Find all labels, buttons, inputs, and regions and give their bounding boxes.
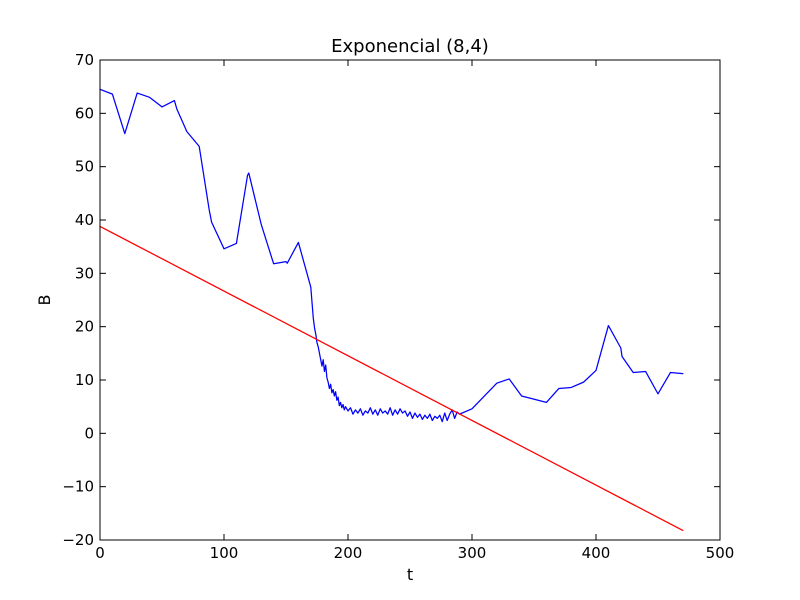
y-tick-label: 60: [75, 104, 94, 122]
x-axis-label: t: [407, 565, 413, 584]
y-tick-label: −10: [62, 478, 94, 496]
series-layer: [99, 88, 684, 532]
y-tick-label: 10: [75, 371, 94, 389]
plot-frame: [99, 59, 721, 541]
x-tick-label: 300: [458, 544, 487, 562]
series-line-1: [99, 88, 684, 423]
series-line-2: [99, 225, 684, 532]
y-tick-label: 40: [75, 211, 94, 229]
y-tick-label: 30: [75, 264, 94, 282]
x-tick-label: 0: [95, 544, 105, 562]
y-tick-label: 70: [75, 51, 94, 69]
chart-title: Exponencial (8,4): [331, 36, 489, 57]
y-tick-label: −20: [62, 531, 94, 549]
y-tick-label: 50: [75, 158, 94, 176]
tick-label-layer: 0 100 200 300 400 500 −20 −10 0 10 20 30 40 50 60 70: [62, 51, 734, 562]
x-tick-label: 400: [582, 544, 611, 562]
y-tick-label: 20: [75, 318, 94, 336]
x-tick-label: 100: [210, 544, 239, 562]
x-tick-label: 200: [334, 544, 363, 562]
y-axis-label: B: [35, 295, 54, 306]
y-tick-label: 0: [84, 424, 94, 442]
x-tick-label: 500: [706, 544, 735, 562]
